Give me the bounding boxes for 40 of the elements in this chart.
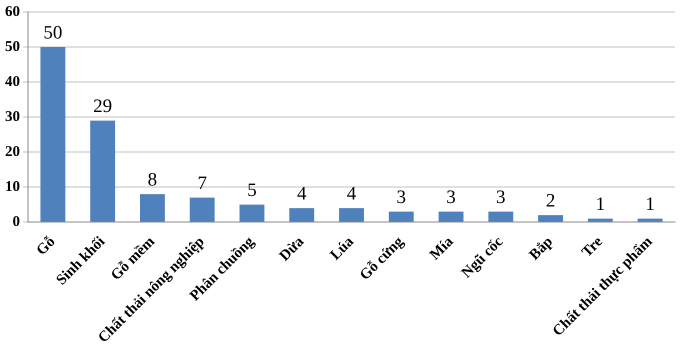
data-label: 4 xyxy=(296,184,307,205)
x-tick-label: Tre xyxy=(579,234,606,261)
bar xyxy=(438,212,464,222)
data-label: 8 xyxy=(148,170,158,191)
bar xyxy=(190,198,215,222)
x-tick-label: Dừa xyxy=(276,233,308,264)
bar xyxy=(140,194,165,222)
y-tick-label: 20 xyxy=(5,144,20,160)
bar xyxy=(90,120,116,222)
bar xyxy=(388,212,414,222)
bar xyxy=(638,218,663,222)
y-tick-label: 50 xyxy=(5,38,20,55)
x-tick-label: Gỗ xyxy=(34,234,58,259)
bar xyxy=(40,47,66,222)
y-tick-label: 60 xyxy=(5,4,20,20)
data-label: 7 xyxy=(197,173,207,194)
x-tick-label: Lúa xyxy=(327,233,358,264)
data-label: 5 xyxy=(247,180,257,202)
bar xyxy=(240,204,264,222)
bar xyxy=(538,215,564,222)
data-label: 4 xyxy=(346,184,357,205)
x-tick-label: Ngũ cốc xyxy=(458,234,507,282)
data-label: 1 xyxy=(596,194,606,216)
y-tick-label: 40 xyxy=(5,74,20,90)
data-label: 50 xyxy=(43,22,62,44)
data-label: 3 xyxy=(496,187,506,208)
data-label: 3 xyxy=(396,187,406,208)
x-tick-label: Bắp xyxy=(526,234,556,264)
y-tick-label: 0 xyxy=(12,214,20,230)
bar xyxy=(339,208,364,222)
data-label: 3 xyxy=(446,187,456,208)
x-tick-label: Mía xyxy=(427,233,457,264)
y-tick-label: 10 xyxy=(5,179,20,196)
data-label: 1 xyxy=(645,194,655,216)
data-label: 29 xyxy=(93,96,112,118)
bar xyxy=(588,218,613,222)
bar xyxy=(289,208,314,222)
bar xyxy=(488,212,514,222)
y-tick-label: 30 xyxy=(5,108,20,125)
data-label: 2 xyxy=(546,190,556,212)
